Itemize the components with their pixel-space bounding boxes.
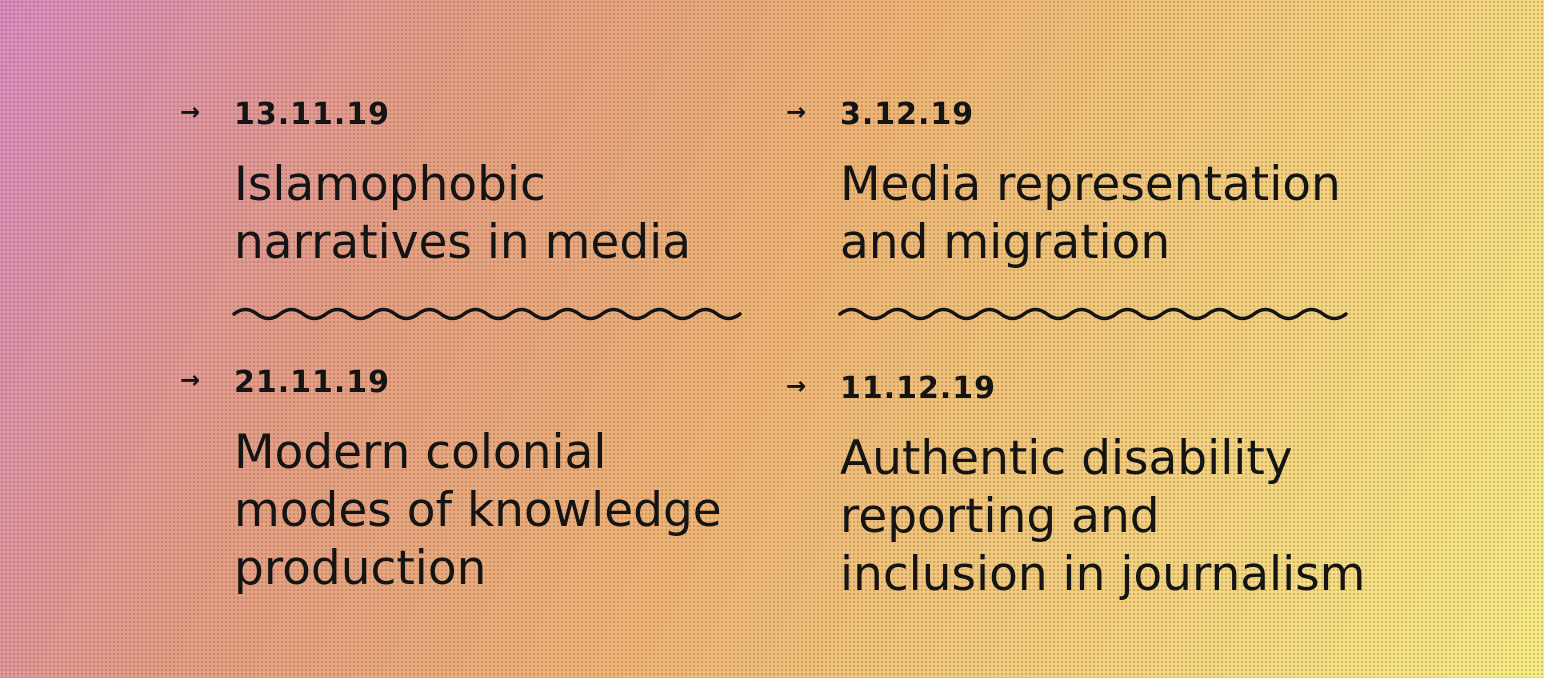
event-title: Modern colonial modes of knowledge produ… bbox=[234, 425, 722, 596]
event-title: Authentic disability reporting and inclu… bbox=[840, 431, 1366, 602]
event-date: 11.12.19 bbox=[840, 371, 997, 406]
event-title: Media representation and migration bbox=[840, 157, 1341, 270]
event-date: 13.11.19 bbox=[234, 97, 391, 132]
arrow-right-icon: → bbox=[786, 372, 807, 400]
arrow-right-icon: → bbox=[180, 366, 201, 394]
event-date: 21.11.19 bbox=[234, 365, 391, 400]
wave-divider-left bbox=[232, 307, 742, 321]
arrow-right-icon: → bbox=[786, 98, 807, 126]
arrow-right-icon: → bbox=[180, 98, 201, 126]
event-date: 3.12.19 bbox=[840, 97, 975, 132]
event-title: Islamophobic narratives in media bbox=[234, 157, 692, 270]
wave-divider-right bbox=[838, 307, 1348, 321]
